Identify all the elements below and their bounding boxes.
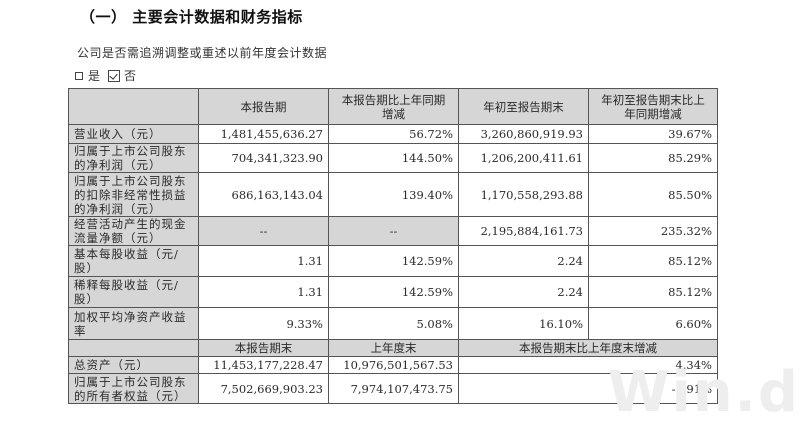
cell-period-end: 11,453,177,228.47: [198, 356, 329, 374]
table-header-row: 本报告期 本报告期比上年同期 增减 年初至报告期末 年初至报告期末比上 年同期增…: [68, 88, 718, 125]
cell-current: 1.31: [198, 245, 329, 277]
row-label: 营业收入（元）: [68, 124, 199, 144]
header-period-end: 本报告期末: [198, 339, 329, 357]
cell-ytd: 1,170,558,293.88: [458, 172, 589, 217]
row-label: 基本每股收益（元/股）: [68, 245, 199, 277]
cell-change: -5.91%: [458, 373, 718, 404]
cell-current: 1.31: [198, 276, 329, 308]
cell-period-end: 7,502,669,903.23: [198, 373, 329, 404]
cell-prior-year-end: 7,974,107,473.75: [328, 373, 459, 404]
header-ytd: 年初至报告期末: [458, 88, 589, 125]
cell-current-change: 142.59%: [328, 276, 459, 308]
cell-current-change: 56.72%: [328, 124, 459, 144]
table-row-total-assets: 总资产（元） 11,453,177,228.47 10,976,501,567.…: [68, 356, 718, 374]
table-row-diluted-eps: 稀释每股收益（元/股） 1.31 142.59% 2.24 85.12%: [68, 276, 718, 308]
table-row-basic-eps: 基本每股收益（元/股） 1.31 142.59% 2.24 85.12%: [68, 245, 718, 277]
row-label: 归属于上市公司股东 的所有者权益（元）: [68, 373, 199, 404]
cell-current: 9.33%: [198, 307, 329, 340]
cell-current: --: [198, 216, 329, 246]
balance-header-row: 本报告期末 上年度末 本报告期末比上年度末增减: [68, 339, 718, 357]
cell-ytd-change: 85.12%: [588, 245, 718, 277]
restatement-options: 是 否: [75, 67, 136, 84]
header-current-period: 本报告期: [198, 88, 329, 125]
row-label: 经营活动产生的现金 流量净额（元）: [68, 216, 199, 246]
cell-ytd: 1,206,200,411.61: [458, 143, 589, 173]
cell-current-change: 139.40%: [328, 172, 459, 217]
cell-ytd: 3,260,860,919.93: [458, 124, 589, 144]
section-title: （一） 主要会计数据和财务指标: [80, 8, 303, 26]
restatement-question: 公司是否需追溯调整或重述以前年度会计数据: [77, 46, 328, 60]
header-current-change: 本报告期比上年同期 增减: [328, 88, 459, 125]
checkbox-no-checked[interactable]: [108, 69, 121, 82]
table-row-net-profit: 归属于上市公司股东 的净利润（元） 704,341,323.90 144.50% …: [68, 143, 718, 173]
header-ytd-change: 年初至报告期末比上 年同期增减: [588, 88, 718, 125]
header-blank: [68, 88, 199, 125]
cell-ytd: 2.24: [458, 276, 589, 308]
cell-current: 686,163,143.04: [198, 172, 329, 217]
cell-ytd: 2,195,884,161.73: [458, 216, 589, 246]
header-prior-year-end: 上年度末: [328, 339, 459, 357]
table-row-operating-cash-flow: 经营活动产生的现金 流量净额（元） -- -- 2,195,884,161.73 …: [68, 216, 718, 246]
cell-prior-year-end: 10,976,501,567.53: [328, 356, 459, 374]
cell-current: 704,341,323.90: [198, 143, 329, 173]
header-period-end-change: 本报告期末比上年度末增减: [458, 339, 718, 357]
cell-current-change: 144.50%: [328, 143, 459, 173]
cell-current-change: 142.59%: [328, 245, 459, 277]
cell-current-change: 5.08%: [328, 307, 459, 340]
financial-indicators-table: 本报告期 本报告期比上年同期 增减 年初至报告期末 年初至报告期末比上 年同期增…: [68, 88, 718, 404]
option-no-label: 否: [124, 69, 137, 83]
table-row-net-profit-deducted: 归属于上市公司股东 的扣除非经常性损益 的净利润（元） 686,163,143.04…: [68, 172, 718, 217]
row-label: 总资产（元）: [68, 356, 199, 374]
cell-ytd-change: 85.29%: [588, 143, 718, 173]
option-yes-label: 是: [88, 69, 101, 83]
cell-current-change: --: [328, 216, 459, 246]
row-label: 归属于上市公司股东 的净利润（元）: [68, 143, 199, 173]
cell-change: 4.34%: [458, 356, 718, 374]
checkbox-yes[interactable]: [75, 71, 83, 80]
table-row-shareholder-equity: 归属于上市公司股东 的所有者权益（元） 7,502,669,903.23 7,97…: [68, 373, 718, 404]
table-row-revenue: 营业收入（元） 1,481,455,636.27 56.72% 3,260,86…: [68, 124, 718, 144]
cell-current: 1,481,455,636.27: [198, 124, 329, 144]
cell-ytd-change: 39.67%: [588, 124, 718, 144]
row-label: 归属于上市公司股东 的扣除非经常性损益 的净利润（元）: [68, 172, 199, 217]
balance-header-blank: [68, 339, 199, 357]
cell-ytd: 16.10%: [458, 307, 589, 340]
row-label: 加权平均净资产收益率: [68, 307, 199, 340]
row-label: 稀释每股收益（元/股）: [68, 276, 199, 308]
table-row-roe: 加权平均净资产收益率 9.33% 5.08% 16.10% 6.60%: [68, 307, 718, 340]
cell-ytd-change: 235.32%: [588, 216, 718, 246]
cell-ytd-change: 85.50%: [588, 172, 718, 217]
cell-ytd-change: 85.12%: [588, 276, 718, 308]
cell-ytd-change: 6.60%: [588, 307, 718, 340]
cell-ytd: 2.24: [458, 245, 589, 277]
